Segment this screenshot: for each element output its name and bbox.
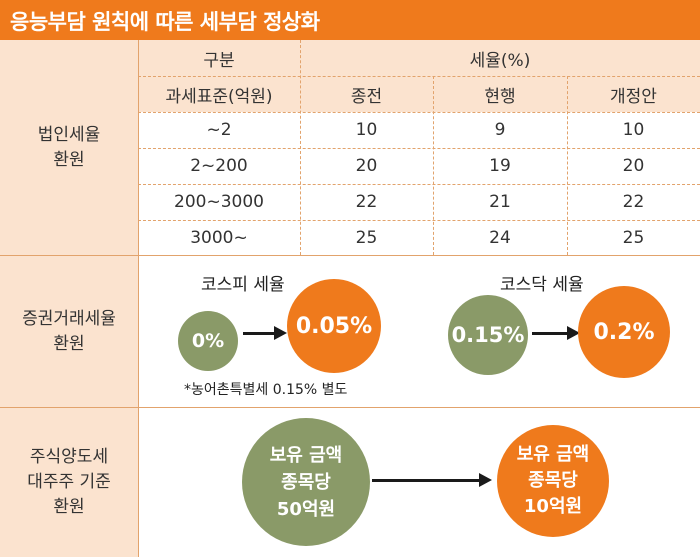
- section1-label: 법인세율 환원: [37, 124, 101, 170]
- table-cell: 25: [355, 227, 378, 248]
- table-cell: 22: [622, 192, 645, 212]
- footnote: *농어촌특별세 0.15% 별도: [184, 382, 348, 398]
- kospi-from-circle: 0%: [178, 311, 238, 371]
- arrow-icon: [372, 473, 492, 487]
- title-bar: 응능부담 원칙에 따른 세부담 정상화: [0, 0, 700, 40]
- threshold-from-circle: 보유 금액 종목당 50억원: [242, 418, 370, 546]
- section2-label-bg: [0, 256, 138, 407]
- header-category: 구분: [203, 50, 235, 71]
- page-title: 응능부담 원칙에 따른 세부담 정상화: [10, 10, 320, 34]
- kospi-title: 코스피 세율: [201, 275, 285, 295]
- subheader-proposed: 개정안: [610, 86, 657, 107]
- table-cell: 19: [489, 156, 511, 176]
- table-cell: 20: [622, 156, 645, 176]
- threshold-to-circle: 보유 금액 종목당 10억원: [497, 425, 609, 537]
- subheader-current: 현행: [484, 86, 516, 107]
- table-cell: 21: [489, 192, 511, 212]
- kosdaq-title: 코스닥 세율: [500, 275, 584, 295]
- kosdaq-from-circle: 0.15%: [448, 295, 528, 375]
- table-cell: 20: [355, 156, 378, 176]
- table-cell: ~2: [206, 120, 232, 140]
- kospi-to-circle: 0.05%: [287, 279, 381, 373]
- table-cell: 25: [622, 227, 645, 248]
- section3-label-bg: [0, 408, 138, 557]
- section2-label: 증권거래세율 환원: [22, 308, 116, 354]
- subheader-previous: 종전: [350, 86, 383, 107]
- table-cell: 10: [622, 120, 645, 140]
- kosdaq-to-circle: 0.2%: [578, 286, 670, 378]
- arrow-icon: [532, 326, 580, 340]
- section3-label: 주식양도세 대주주 기준 환원: [27, 447, 111, 517]
- table-cell: 22: [355, 192, 378, 212]
- table-cell: 10: [355, 120, 378, 140]
- section1-label-bg: [0, 40, 138, 255]
- table-cell: 200~3000: [174, 192, 264, 212]
- table-cell: 2~200: [190, 156, 248, 176]
- header-tax-rate: 세율(%): [469, 50, 531, 71]
- arrow-icon: [243, 326, 287, 340]
- table-cell: 9: [494, 120, 506, 140]
- table-cell: 3000~: [190, 227, 248, 248]
- table-cell: 24: [489, 227, 511, 248]
- subheader-tax-base: 과세표준(억원): [165, 86, 273, 107]
